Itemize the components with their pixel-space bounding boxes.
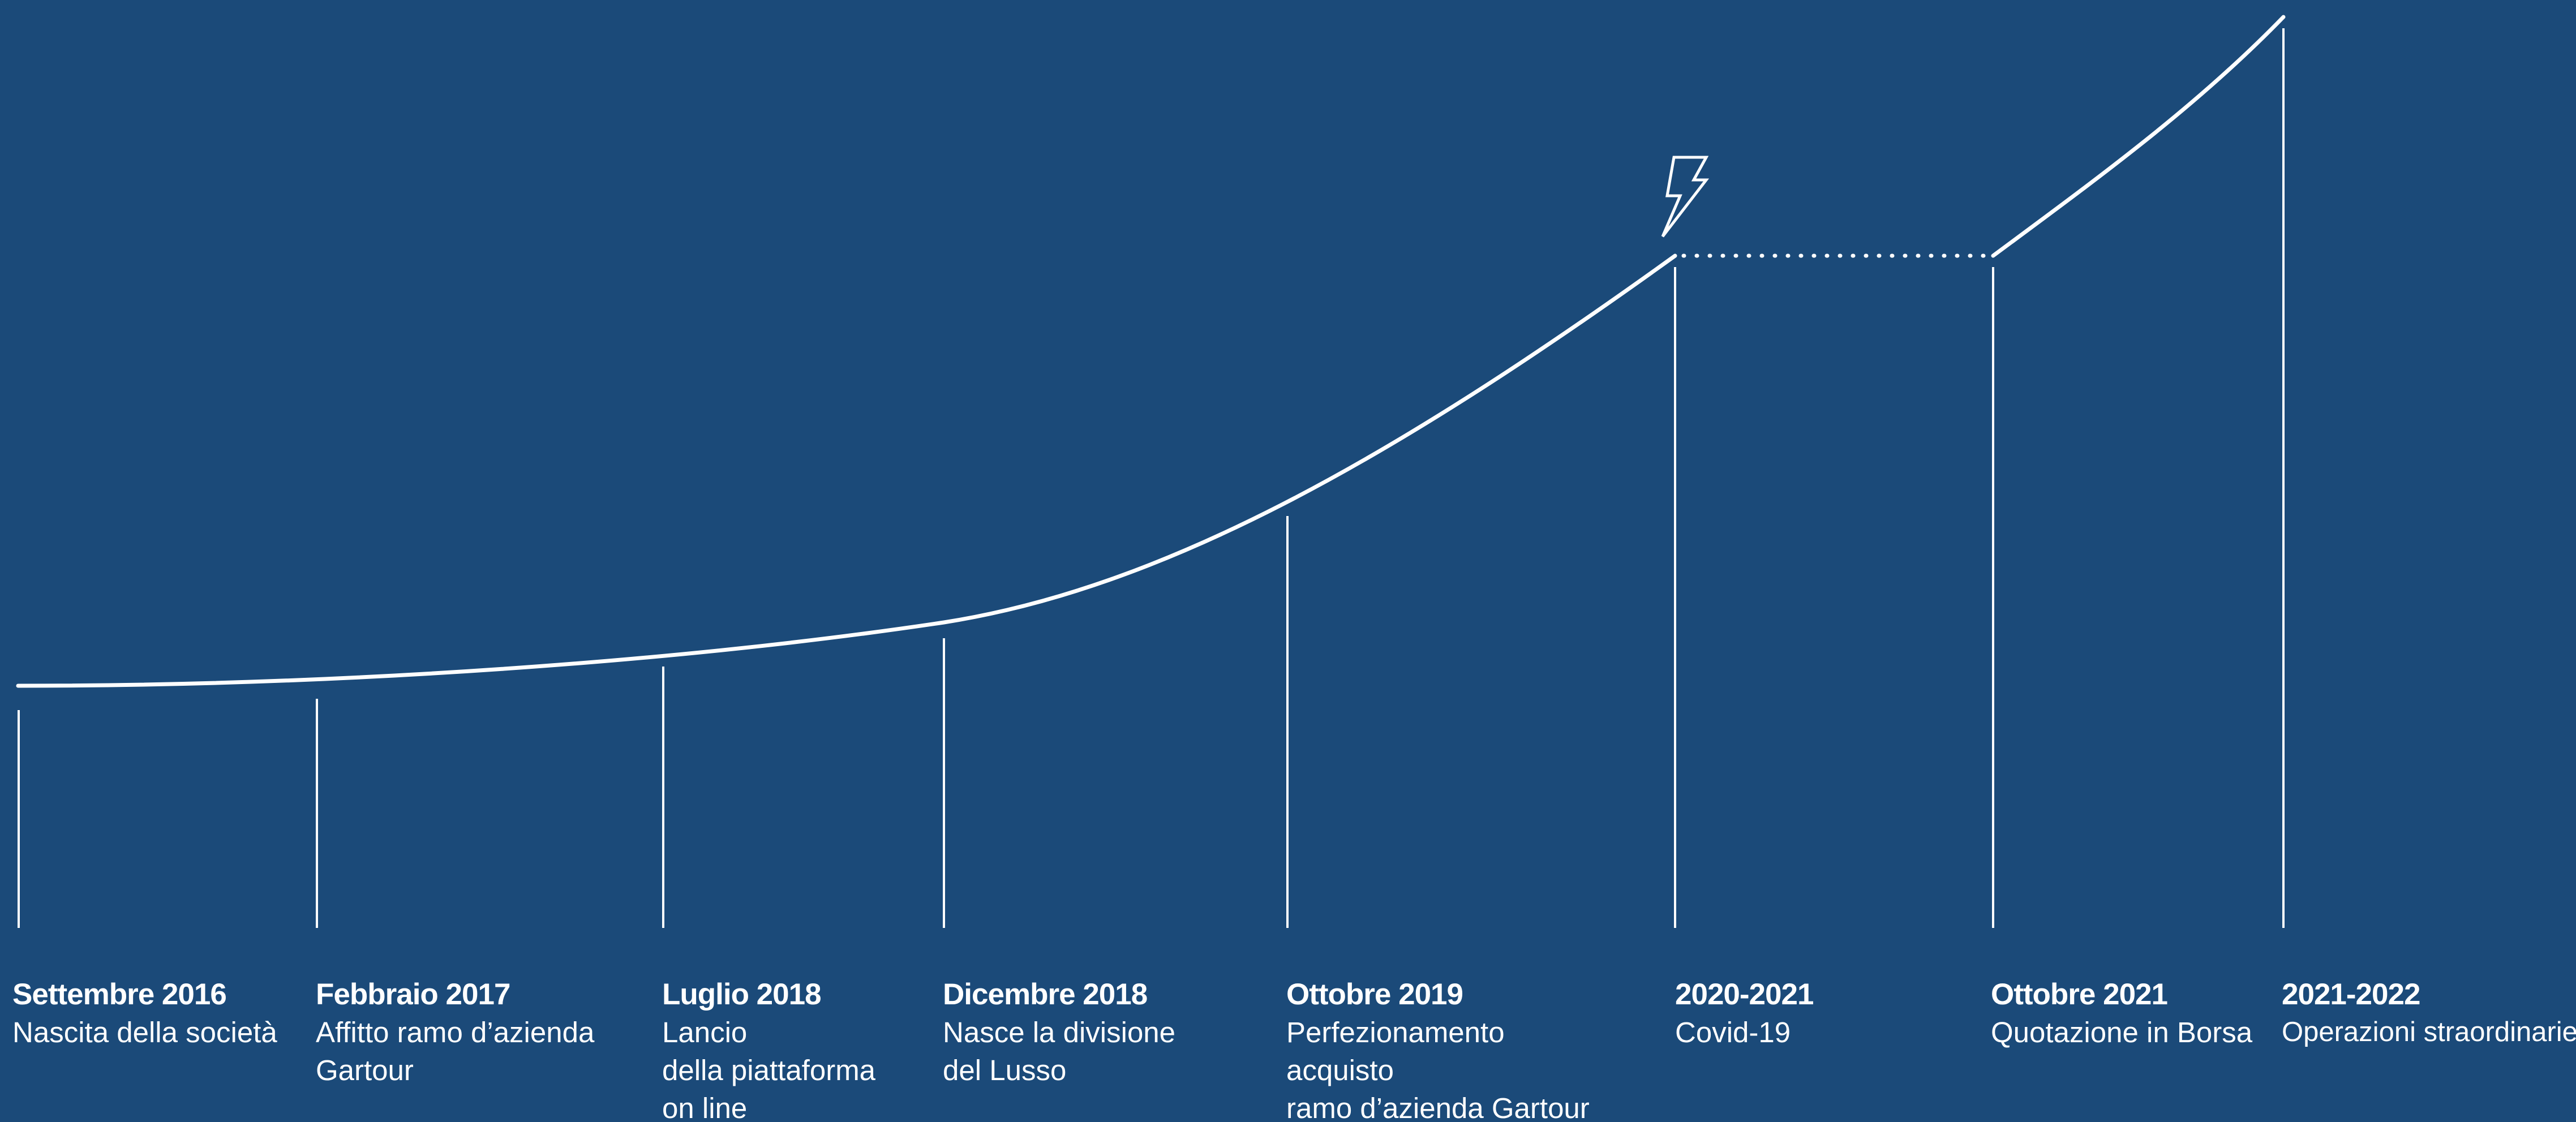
- milestone-description: Nasce la divisione del Lusso: [943, 1016, 1176, 1086]
- milestone-description: Perfezionamento acquisto ramo d’azienda …: [1286, 1016, 1590, 1122]
- milestone-date: Ottobre 2019: [1286, 978, 1463, 1011]
- milestone-date: 2021-2022: [2282, 978, 2420, 1011]
- milestone-date: Ottobre 2021: [1991, 978, 2168, 1011]
- milestone-date: Febbraio 2017: [316, 978, 510, 1011]
- milestone-dicembre-2018: Dicembre 2018 Nasce la divisione del Lus…: [943, 975, 1260, 1089]
- milestone-description: Quotazione in Borsa: [1991, 1016, 2253, 1048]
- milestone-ottobre-2021: Ottobre 2021 Quotazione in Borsa: [1991, 975, 2308, 1051]
- milestone-date: Settembre 2016: [12, 978, 227, 1011]
- milestone-description: Affitto ramo d’azienda Gartour: [316, 1016, 595, 1086]
- post-listing-rise-line: [1991, 15, 2286, 258]
- lightning-bolt-icon: [1661, 156, 1710, 238]
- milestone-2020-2021: 2020-2021 Covid-19: [1675, 975, 1992, 1051]
- milestone-date: Luglio 2018: [662, 978, 822, 1011]
- milestone-description: Operazioni straordinarie: [2282, 1017, 2576, 1047]
- milestone-description: Nascita della società: [12, 1016, 277, 1048]
- milestone-luglio-2018: Luglio 2018 Lancio della piattaforma on …: [662, 975, 979, 1122]
- milestone-date: 2020-2021: [1675, 978, 1814, 1011]
- milestone-febbraio-2017: Febbraio 2017 Affitto ramo d’azienda Gar…: [316, 975, 633, 1089]
- milestone-description: Covid-19: [1675, 1016, 1791, 1048]
- milestone-settembre-2016: Settembre 2016 Nascita della società: [12, 975, 329, 1051]
- milestone-description: Lancio della piattaforma on line: [662, 1016, 876, 1122]
- growth-curve: [16, 253, 1677, 688]
- milestone-2021-2022: 2021-2022 Operazioni straordinarie: [2282, 975, 2576, 1051]
- milestone-ottobre-2019: Ottobre 2019 Perfezionamento acquisto ra…: [1286, 975, 1603, 1122]
- milestone-date: Dicembre 2018: [943, 978, 1148, 1011]
